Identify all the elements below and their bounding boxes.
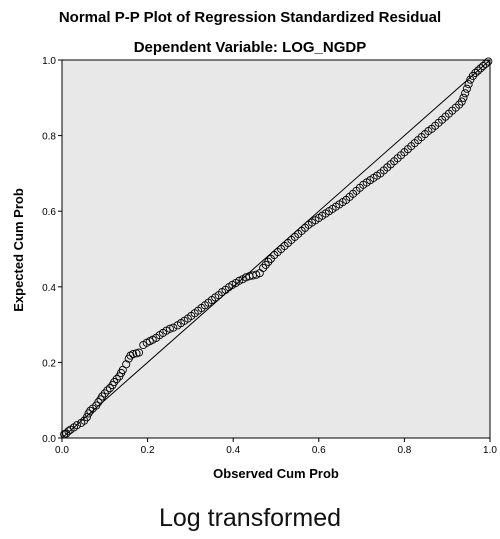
data-point <box>261 260 270 269</box>
x-tick-label: 0.6 <box>312 445 326 456</box>
data-point <box>462 84 471 93</box>
y-tick-label: 0.4 <box>42 283 56 294</box>
y-tick-label: 0.2 <box>42 358 56 369</box>
x-tick-label: 0.4 <box>226 445 240 456</box>
data-point <box>473 66 483 75</box>
y-tick-label: 0.0 <box>42 434 56 445</box>
x-tick-label: 0.8 <box>397 445 411 456</box>
data-point <box>110 378 119 387</box>
data-point <box>84 409 93 418</box>
x-tick-label: 0.0 <box>55 445 69 456</box>
data-point <box>105 384 114 393</box>
axis-ticks: 0.0 0.2 0.4 0.6 0.8 1.0 0.0 0.2 0.4 0.6 0.8 1.0 <box>42 56 497 456</box>
data-point <box>86 406 95 415</box>
data-point <box>64 427 73 436</box>
data-point <box>464 80 473 89</box>
data-point <box>457 97 466 106</box>
data-point <box>103 386 112 395</box>
data-point <box>169 323 178 332</box>
pp-plot-chart: Normal P-P Plot of Regression Standardiz… <box>11 9 497 481</box>
data-point <box>94 398 103 407</box>
data-point <box>461 89 470 98</box>
caption: Log transformed <box>158 504 342 532</box>
data-point <box>72 421 82 430</box>
data-point <box>165 324 174 333</box>
y-tick-label: 0.8 <box>42 132 56 143</box>
data-point <box>468 71 477 80</box>
data-points <box>60 57 493 439</box>
data-point <box>264 257 273 266</box>
data-point <box>134 348 144 357</box>
y-axis-label: Expected Cum Prob <box>11 188 26 312</box>
data-point <box>128 350 138 359</box>
x-axis-label: Observed Cum Prob <box>213 466 339 481</box>
data-point <box>259 263 268 272</box>
data-point <box>484 57 493 66</box>
y-tick-label: 0.6 <box>42 207 56 218</box>
x-tick-label: 0.2 <box>141 445 155 456</box>
data-point <box>82 413 91 422</box>
x-tick-label: 1.0 <box>483 445 497 456</box>
data-point <box>455 100 464 109</box>
data-point <box>100 389 109 398</box>
data-point <box>481 59 490 68</box>
data-point <box>476 64 485 73</box>
data-point <box>126 351 135 360</box>
chart-title: Normal P-P Plot of Regression Standardiz… <box>59 9 441 26</box>
data-point <box>459 93 468 102</box>
y-tick-label: 1.0 <box>42 56 56 67</box>
data-point <box>98 392 107 401</box>
data-point <box>479 61 488 71</box>
data-point <box>471 68 480 77</box>
data-point <box>112 374 121 384</box>
chart-subtitle: Dependent Variable: LOG_NGDP <box>134 39 367 56</box>
data-point <box>122 360 131 369</box>
